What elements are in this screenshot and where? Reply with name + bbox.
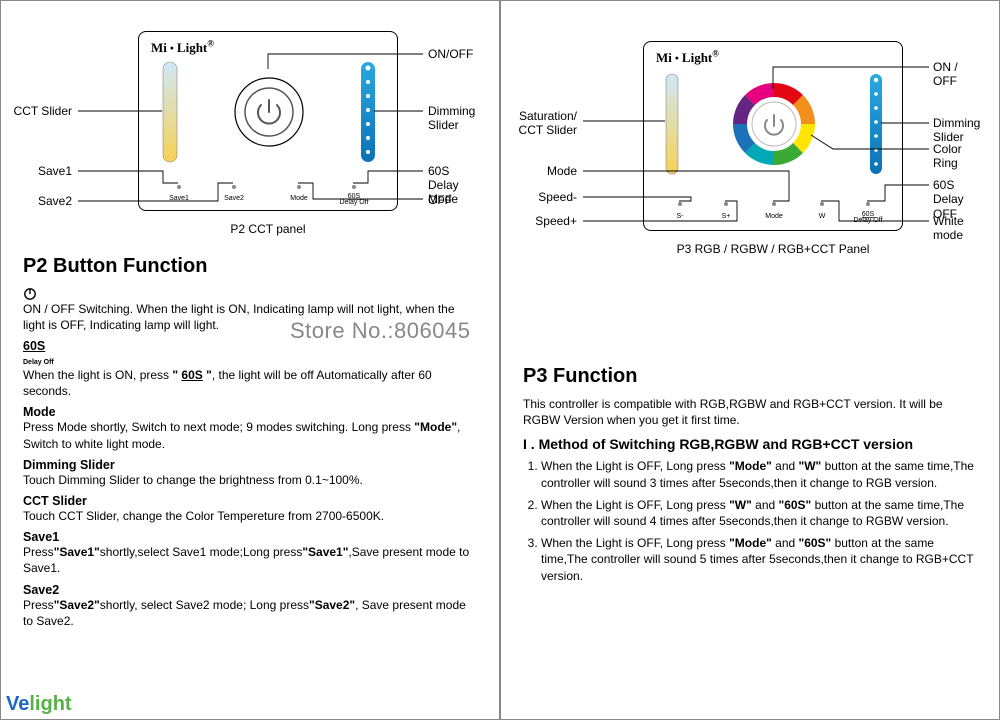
func-body: Press"Save2"shortly, select Save2 mode; … bbox=[23, 597, 477, 629]
p2-func-0: ON / OFF Switching. When the light is ON… bbox=[23, 286, 477, 333]
func-body: Press"Save1"shortly,select Save1 mode;Lo… bbox=[23, 544, 477, 576]
p3-step-3: When the Light is OFF, Long press "Mode"… bbox=[541, 535, 977, 584]
svg-text:Save1: Save1 bbox=[169, 195, 189, 202]
p2-func-1: 60SDelay OffWhen the light is ON, press … bbox=[23, 339, 477, 399]
lbl-speedm: Speed- bbox=[467, 190, 577, 204]
func-body: Press Mode shortly, Switch to next mode;… bbox=[23, 419, 477, 451]
p2-diagram: Mi·Light® bbox=[23, 21, 477, 241]
func-body: When the light is ON, press " 60S ", the… bbox=[23, 367, 477, 399]
func-title: Mode bbox=[23, 405, 477, 419]
svg-text:S+: S+ bbox=[722, 213, 731, 220]
p3-panel: Mi·Light® bbox=[643, 41, 903, 231]
p2-panel: Mi·Light® bbox=[138, 31, 398, 211]
lbl-onoff: ON/OFF bbox=[428, 47, 473, 61]
func-body: ON / OFF Switching. When the light is ON… bbox=[23, 301, 477, 333]
p3-method-title: I . Method of Switching RGB,RGBW and RGB… bbox=[523, 436, 977, 452]
svg-text:Delay Off: Delay Off bbox=[339, 199, 368, 206]
lbl-sat: Saturation/ CCT Slider bbox=[467, 109, 577, 138]
lbl-onoff: ON / OFF bbox=[933, 60, 977, 89]
p3-diagram: Mi·Light® bbox=[523, 21, 977, 271]
svg-text:Mode: Mode bbox=[765, 213, 783, 220]
lbl-white: White mode bbox=[933, 214, 977, 243]
svg-text:S-: S- bbox=[677, 213, 685, 220]
p3-section-title: P3 Function bbox=[523, 365, 977, 388]
power-icon bbox=[23, 287, 37, 301]
lbl-dimming: Dimming Slider bbox=[933, 116, 980, 145]
page-p3: Mi·Light® bbox=[500, 0, 1000, 720]
svg-text:Delay Off: Delay Off bbox=[853, 217, 882, 224]
func-title bbox=[23, 286, 477, 301]
brand: Mi·Light® bbox=[656, 48, 719, 69]
func-body: Touch Dimming Slider to change the brigh… bbox=[23, 472, 477, 488]
p2-caption: P2 CCT panel bbox=[138, 222, 398, 236]
p3-step-2: When the Light is OFF, Long press "W" an… bbox=[541, 497, 977, 529]
func-title: 60SDelay Off bbox=[23, 339, 477, 367]
p2-func-5: Save1Press"Save1"shortly,select Save1 mo… bbox=[23, 530, 477, 576]
p3-step-1: When the Light is OFF, Long press "Mode"… bbox=[541, 458, 977, 490]
page-p2: Mi·Light® bbox=[0, 0, 500, 720]
svg-text:Save2: Save2 bbox=[224, 195, 244, 202]
brand: Mi·Light® bbox=[151, 38, 214, 59]
p3-panel-graphic: S- S+ Mode W 60S Delay Off bbox=[644, 42, 904, 232]
p2-section-title: P2 Button Function bbox=[23, 255, 477, 278]
svg-text:Mode: Mode bbox=[290, 195, 308, 202]
lbl-mode: Mode bbox=[467, 164, 577, 178]
p2-panel-graphic: Save1 Save2 Mode 60S Delay Off bbox=[139, 32, 399, 212]
svg-text:W: W bbox=[819, 213, 826, 220]
p3-intro: This controller is compatible with RGB,R… bbox=[523, 396, 977, 428]
p2-func-6: Save2Press"Save2"shortly, select Save2 m… bbox=[23, 583, 477, 629]
func-body: Touch CCT Slider, change the Color Tempe… bbox=[23, 508, 477, 524]
p3-caption: P3 RGB / RGBW / RGB+CCT Panel bbox=[643, 242, 903, 256]
func-title: Save1 bbox=[23, 530, 477, 544]
p2-func-3: Dimming SliderTouch Dimming Slider to ch… bbox=[23, 458, 477, 488]
func-title: Dimming Slider bbox=[23, 458, 477, 472]
p2-func-2: ModePress Mode shortly, Switch to next m… bbox=[23, 405, 477, 451]
lbl-colorring: Color Ring bbox=[933, 142, 977, 171]
p2-func-4: CCT SliderTouch CCT Slider, change the C… bbox=[23, 494, 477, 524]
func-title: Save2 bbox=[23, 583, 477, 597]
lbl-save1: Save1 bbox=[0, 164, 72, 178]
lbl-speedp: Speed+ bbox=[467, 214, 577, 228]
lbl-cct: CCT Slider bbox=[0, 104, 72, 118]
lbl-save2: Save2 bbox=[0, 194, 72, 208]
p3-steps: When the Light is OFF, Long press "Mode"… bbox=[523, 458, 977, 583]
lbl-mode: Mode bbox=[428, 192, 458, 206]
func-title: CCT Slider bbox=[23, 494, 477, 508]
